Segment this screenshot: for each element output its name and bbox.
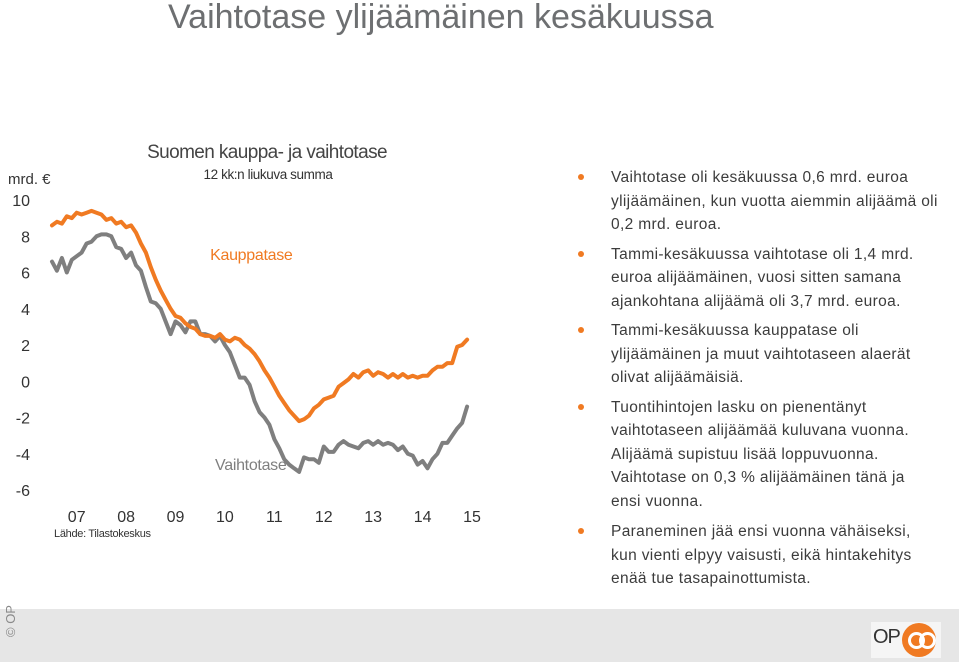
series-annotation: Vaihtotase — [215, 457, 287, 474]
x-tick-label: 07 — [68, 509, 86, 526]
bullet-item: Paraneminen jää ensi vuonna vähäiseksi, … — [578, 520, 938, 591]
x-tick-label: 09 — [167, 509, 185, 526]
y-tick-label: -2 — [16, 411, 30, 428]
bullet-item: Tuontihintojen lasku on pienentänyt vaih… — [578, 396, 938, 514]
y-axis-unit-label: mrd. € — [8, 171, 51, 188]
y-tick-label: 6 — [21, 266, 30, 283]
x-tick-label: 15 — [463, 509, 481, 526]
y-tick-label: -4 — [16, 447, 30, 464]
chart-title: Suomen kauppa- ja vaihtotase — [147, 142, 387, 163]
bullet-dot-icon — [578, 327, 584, 333]
bullet-item: Tammi-kesäkuussa vaihtotase oli 1,4 mrd.… — [578, 243, 938, 314]
series-annotation: Kauppatase — [210, 247, 293, 264]
logo-text: OP — [873, 626, 901, 648]
x-tick-label: 13 — [364, 509, 382, 526]
series-line-kauppatase — [50, 208, 470, 424]
bullet-text: Tuontihintojen lasku on pienentänyt vaih… — [611, 398, 910, 510]
y-tick-label: 2 — [21, 338, 30, 355]
series-line-vaihtotase — [50, 232, 470, 474]
x-tick-label: 11 — [266, 509, 283, 526]
bullet-item: Vaihtotase oli kesäkuussa 0,6 mrd. euroa… — [578, 166, 938, 237]
y-tick-label: 8 — [21, 229, 30, 246]
bullet-text: Tammi-kesäkuussa vaihtotase oli 1,4 mrd.… — [611, 245, 914, 310]
bullet-dot-icon — [578, 528, 584, 534]
x-tick-label: 08 — [117, 509, 135, 526]
op-logo: OP — [871, 622, 941, 658]
x-tick-label: 10 — [216, 509, 234, 526]
bullet-text: Tammi-kesäkuussa kauppatase oli ylijäämä… — [611, 322, 911, 386]
bullet-item: Tammi-kesäkuussa kauppatase oli ylijäämä… — [578, 319, 938, 390]
line-chart: Suomen kauppa- ja vaihtotase 12 kk:n liu… — [8, 142, 481, 540]
bullet-dot-icon — [578, 403, 584, 410]
slide-title: Vaihtotase ylijäämäinen kesäkuussa — [168, 0, 714, 36]
bullet-list: Vaihtotase oli kesäkuussa 0,6 mrd. euroa… — [578, 166, 938, 597]
y-tick-label: -6 — [16, 483, 30, 500]
chart-subtitle: 12 kk:n liukuva summa — [204, 167, 334, 182]
source-label: Lähde: Tilastokeskus — [54, 528, 152, 540]
bullet-text: Paraneminen jää ensi vuonna vähäiseksi, … — [611, 523, 912, 587]
op-logo-icon — [902, 623, 936, 657]
copyright-text: © OP — [3, 605, 18, 637]
footer-bar: © OP OP — [0, 605, 959, 662]
bullet-dot-icon — [578, 250, 584, 257]
y-tick-label: 4 — [21, 302, 30, 319]
y-tick-label: 0 — [21, 374, 30, 391]
bullet-dot-icon — [578, 174, 584, 180]
x-tick-label: 14 — [414, 509, 432, 526]
bullet-text: Vaihtotase oli kesäkuussa 0,6 mrd. euroa… — [611, 169, 938, 233]
x-tick-label: 12 — [315, 509, 333, 526]
y-tick-label: 10 — [12, 193, 30, 210]
